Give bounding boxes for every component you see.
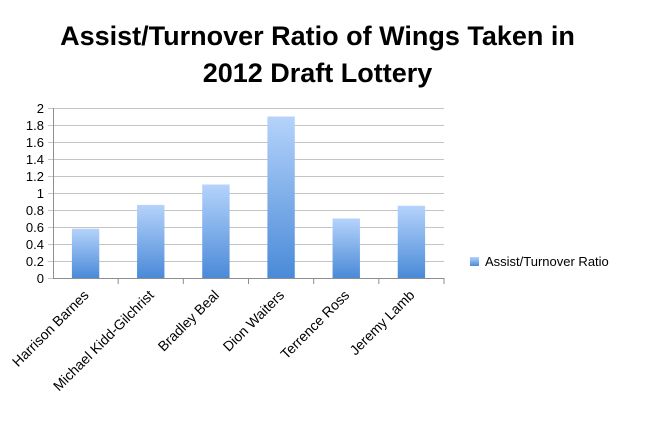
x-category-label: Dion Waiters	[220, 287, 288, 355]
legend: Assist/Turnover Ratio	[470, 254, 609, 269]
x-category-label: Terrence Ross	[277, 287, 352, 362]
bar	[267, 116, 295, 278]
y-axis-ticks: 0 0.2 0.4 0.6 0.8 1 1.2 1.4 1.6 1.8 2	[26, 101, 44, 286]
bar	[202, 184, 230, 278]
axes	[53, 108, 445, 284]
y-tick-label: 0.8	[26, 203, 44, 218]
bar	[71, 228, 100, 278]
bar	[137, 204, 165, 278]
bars	[71, 116, 426, 278]
y-tick-label: 1.6	[26, 135, 44, 150]
x-category-label: Bradley Beal	[155, 287, 222, 354]
chart-title: Assist/Turnover Ratio of Wings Taken in …	[40, 18, 595, 92]
bar	[332, 218, 360, 278]
legend-swatch	[470, 257, 479, 266]
y-tick-label: 1	[37, 186, 44, 201]
y-tick-label: 0.4	[26, 237, 44, 252]
y-tick-label: 0.6	[26, 220, 44, 235]
gridlines	[48, 108, 444, 279]
bar	[397, 205, 426, 278]
y-tick-label: 1.4	[26, 152, 44, 167]
x-category-label: Jeremy Lamb	[346, 287, 417, 358]
y-tick-label: 0.2	[26, 254, 44, 269]
y-tick-label: 2	[37, 101, 44, 116]
y-tick-label: 0	[37, 271, 44, 286]
legend-label: Assist/Turnover Ratio	[485, 254, 609, 269]
y-tick-label: 1.2	[26, 169, 44, 184]
chart-title-line-1: Assist/Turnover Ratio of Wings Taken in	[60, 21, 575, 51]
y-tick-label: 1.8	[26, 118, 44, 133]
chart-title-line-2: 2012 Draft Lottery	[202, 58, 433, 88]
